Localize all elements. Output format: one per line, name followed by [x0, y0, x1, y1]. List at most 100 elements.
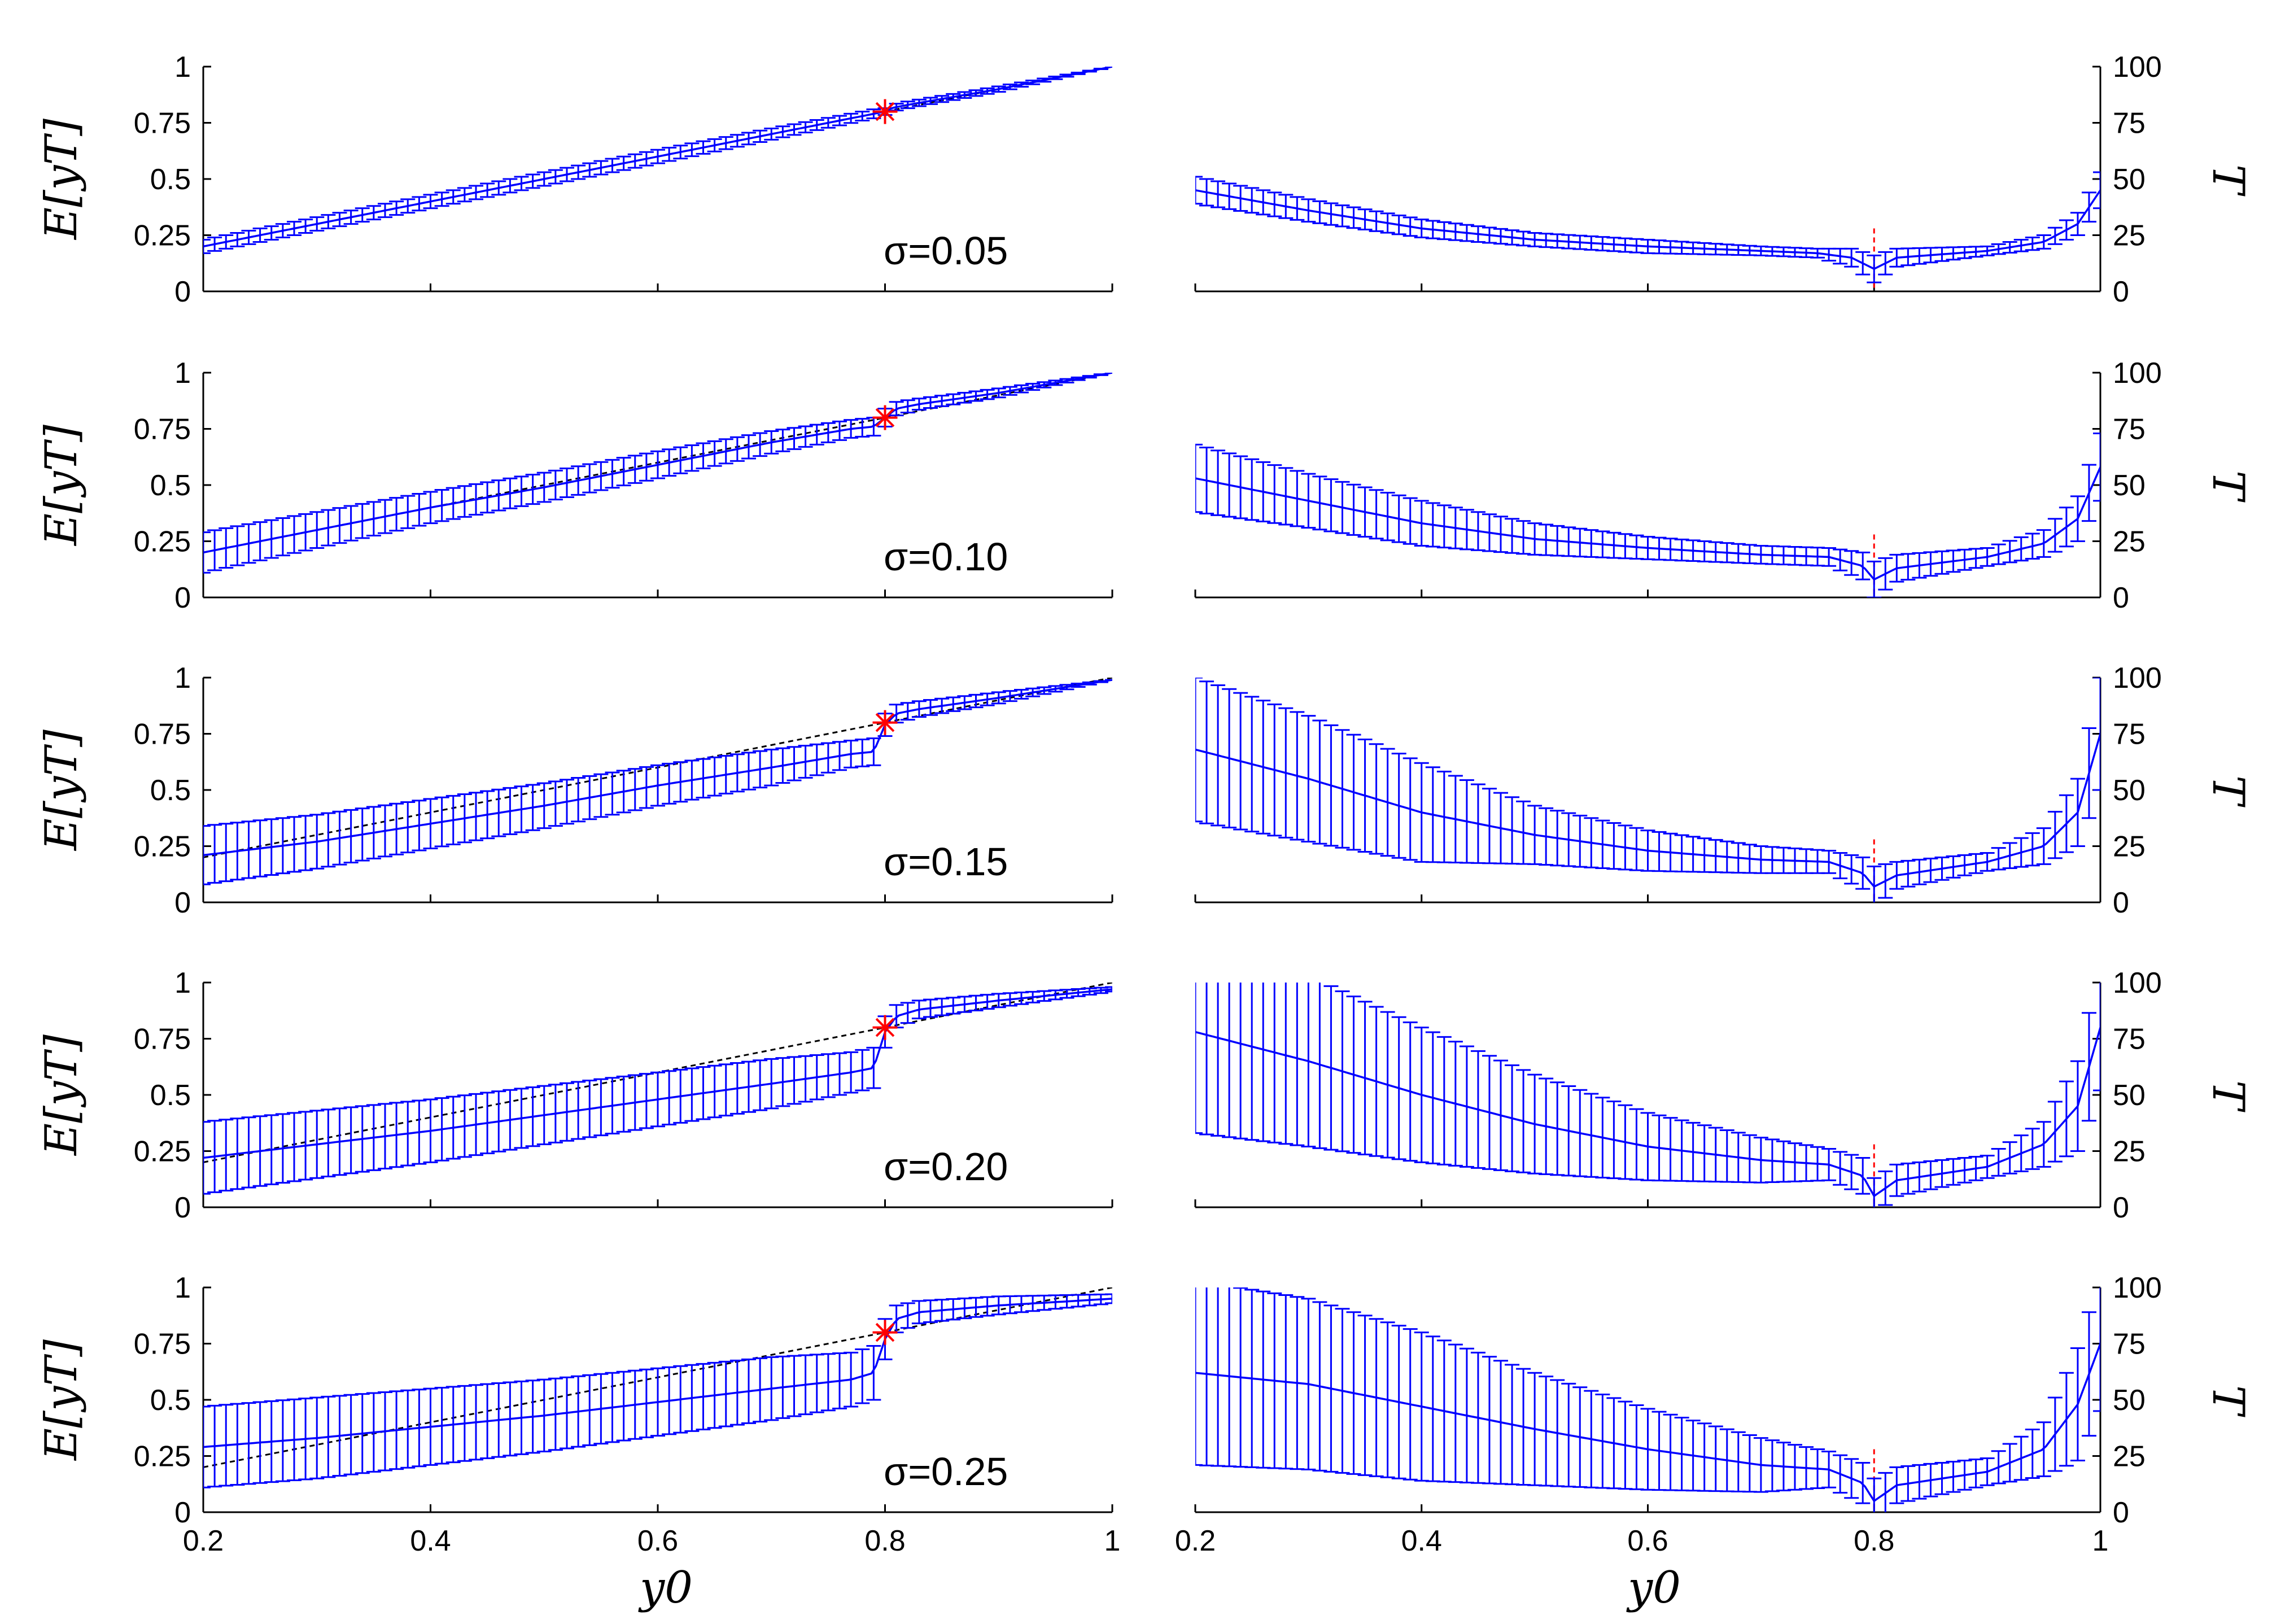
y-tick-label: 0	[174, 276, 191, 308]
y-tick-label: 1	[174, 51, 191, 84]
mean-line	[203, 988, 1112, 1159]
y-tick-label: 100	[2113, 662, 2162, 695]
y-axis-title-E-yT: E[yT]	[36, 118, 87, 240]
left-panel-1: 0 0.25 0.5 0.75 1 E[yT] σ=0.05	[36, 51, 1113, 308]
mean-line	[203, 373, 1112, 554]
y-tick-label: 75	[2113, 107, 2146, 140]
plot-area	[203, 373, 1112, 574]
mean-line	[203, 1298, 1112, 1448]
x-tick-label: 0.4	[1401, 1525, 1442, 1557]
red-star-marker	[872, 1015, 898, 1040]
y-tick-label: 100	[2113, 357, 2162, 390]
y-tick-label: 50	[2113, 1384, 2146, 1417]
red-star-marker	[872, 710, 898, 735]
y-tick-label: 0	[2113, 276, 2129, 308]
y-tick-label: 1	[174, 1272, 191, 1304]
y-tick-label: 75	[2113, 1023, 2146, 1056]
y-tick-label: 0	[2113, 1191, 2129, 1224]
mean-line	[1195, 1343, 2100, 1503]
y-tick-label: 0.25	[134, 526, 191, 558]
right-panel-1: 0 25 50 75 100 T	[1194, 51, 2253, 308]
plot-panels: 00.250.50.751E[yT]σ=0.050255075100T00.25…	[36, 51, 2253, 1613]
red-star-marker	[872, 1320, 898, 1345]
y-axis-title-T: T	[2203, 1385, 2253, 1417]
plot-area	[1195, 1287, 2100, 1512]
sigma-label: σ=0.25	[884, 1450, 1008, 1494]
red-star-marker	[872, 405, 898, 430]
y-tick-label: 25	[2113, 1440, 2146, 1473]
left-panel-5: 0.2 0.4 0.6 0.8 1 0 0.25 0.5 0.75 1 E[yT] σ=0.25	[36, 1272, 1120, 1557]
star-stroke	[875, 713, 895, 732]
y-tick-label: 0.5	[150, 1384, 191, 1417]
y-tick-label: 50	[2113, 469, 2146, 502]
y-tick-label: 0.25	[134, 1136, 191, 1168]
red-star-marker	[872, 99, 898, 124]
x-tick-label: 0.8	[1854, 1525, 1894, 1557]
y-tick-label: 100	[2113, 967, 2162, 999]
mean-line	[203, 679, 1112, 857]
right-panel-3: 0 25 50 75 100 T	[1194, 662, 2253, 919]
mean-line	[1195, 1027, 2100, 1198]
x-tick-label: 0.8	[864, 1525, 905, 1557]
plot-area	[1195, 432, 2100, 597]
y-tick-label: 75	[2113, 718, 2146, 751]
y-tick-label: 0	[174, 887, 191, 919]
y-tick-label: 1	[174, 662, 191, 695]
y-tick-label: 0.75	[134, 1328, 191, 1361]
y-tick-label: 25	[2113, 1136, 2146, 1168]
y-tick-label: 75	[2113, 413, 2146, 446]
y-axis-title-E-yT: E[yT]	[36, 1034, 87, 1156]
star-stroke	[875, 1322, 895, 1342]
mean-line	[203, 67, 1112, 248]
x-tick-label: 0.4	[410, 1525, 451, 1557]
mean-line	[1195, 734, 2100, 888]
y-tick-label: 0.5	[150, 1079, 191, 1112]
y-tick-label: 0.25	[134, 220, 191, 252]
y-tick-label: 0.75	[134, 107, 191, 140]
y-tick-label: 0	[174, 1191, 191, 1224]
plot-area	[1195, 171, 2100, 291]
y-tick-label: 1	[174, 967, 191, 999]
y-tick-label: 50	[2113, 774, 2146, 807]
sigma-label: σ=0.20	[884, 1145, 1008, 1189]
plot-area	[203, 67, 1112, 254]
left-panel-4: 0 0.25 0.5 0.75 1 E[yT] σ=0.20	[36, 967, 1113, 1224]
y-tick-label: 0	[2113, 887, 2129, 919]
y-tick-label: 0	[2113, 1496, 2129, 1529]
y-tick-label: 0.75	[134, 413, 191, 446]
y-tick-label: 1	[174, 357, 191, 390]
sigma-label: σ=0.10	[884, 535, 1008, 579]
right-panel-5: 0.2 0.4 0.6 0.8 10 25 50 75 100 T	[1175, 1272, 2253, 1557]
star-stroke	[875, 1018, 895, 1037]
sigma-label: σ=0.05	[884, 229, 1008, 273]
plot-area	[203, 1287, 1112, 1488]
plot-area	[203, 678, 1112, 885]
y-axis-title-T: T	[2203, 164, 2253, 197]
y-tick-label: 0.75	[134, 718, 191, 751]
x-tick-label: 1	[2092, 1525, 2109, 1557]
y-tick-label: 0.5	[150, 774, 191, 807]
plot-area	[1195, 678, 2100, 902]
y-axis-title-E-yT: E[yT]	[36, 424, 87, 546]
y-tick-label: 100	[2113, 51, 2162, 84]
right-panel-2: 0 25 50 75 100 T	[1194, 357, 2253, 614]
y-tick-label: 50	[2113, 1079, 2146, 1112]
x-tick-label: 0.6	[1627, 1525, 1668, 1557]
y-tick-label: 25	[2113, 526, 2146, 558]
sigma-label: σ=0.15	[884, 840, 1008, 884]
y-axis-title-E-yT: E[yT]	[36, 1339, 87, 1461]
y-tick-label: 0	[174, 1496, 191, 1529]
x-tick-label: 1	[1104, 1525, 1121, 1557]
x-axis-title-left: y0	[638, 1562, 693, 1613]
y-tick-label: 25	[2113, 831, 2146, 863]
y-axis-title-T: T	[2203, 775, 2253, 807]
y-tick-label: 0.25	[134, 1440, 191, 1473]
y-tick-label: 50	[2113, 163, 2146, 196]
x-tick-label: 0.2	[1175, 1525, 1216, 1557]
y-tick-label: 0.5	[150, 469, 191, 502]
y-axis-title-E-yT: E[yT]	[36, 729, 87, 851]
x-axis-title-right: y0	[1626, 1562, 1681, 1613]
y-axis-title-T: T	[2203, 1080, 2253, 1112]
star-stroke	[875, 102, 895, 121]
